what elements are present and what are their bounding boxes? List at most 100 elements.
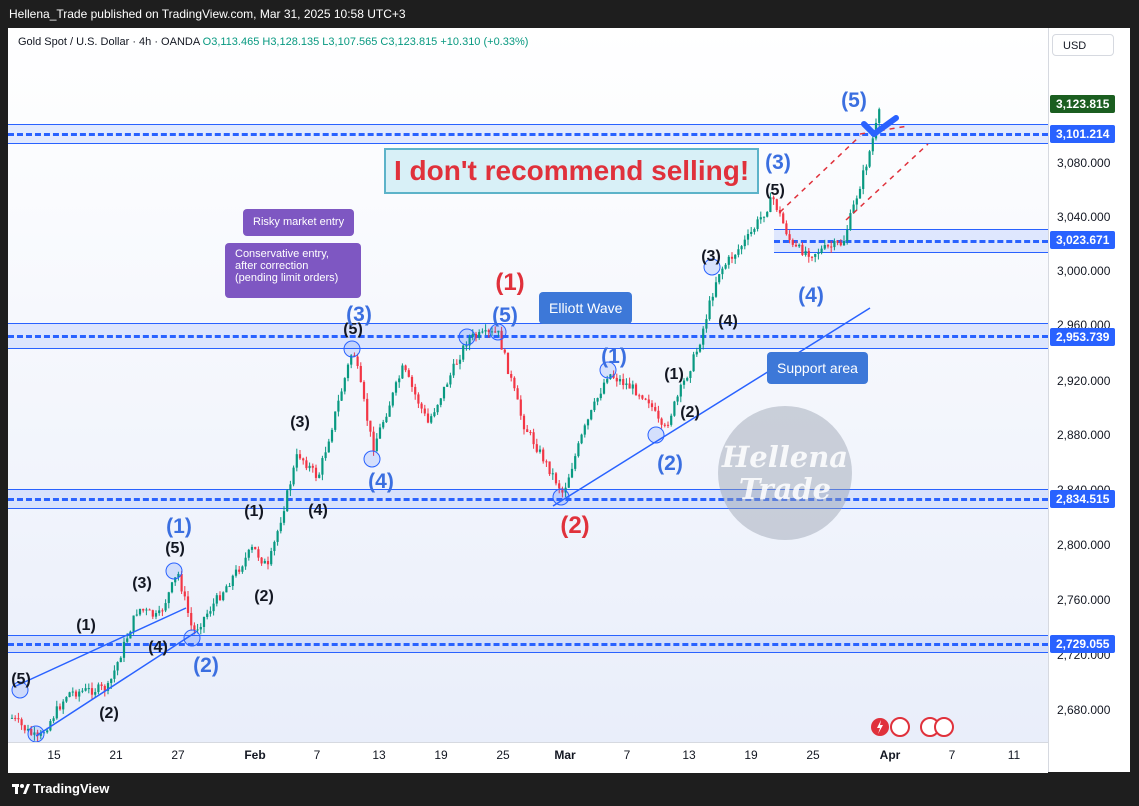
candle-body [682,380,686,385]
conservative-entry-note[interactable]: Conservative entry, after correction (pe… [225,243,361,298]
candle-body [695,351,698,355]
candle-body [596,398,599,402]
candle-body [679,384,682,397]
wave-label: (2) [193,654,219,677]
time-tick: 7 [313,748,321,762]
chart-plot-area[interactable]: (5) (1) (2) (3) (4) (5) (1) (2) (3) (4) … [8,28,1048,742]
ohlc-values: O3,113.465 H3,128.135 L3,107.565 C3,123.… [202,36,529,48]
candle-body [673,401,676,416]
wave-label: (2) [560,512,590,539]
candle-body [842,241,846,246]
candle-body [439,398,442,405]
wave-label: (3) [290,414,310,431]
candle-body [436,404,439,413]
candle-body [666,424,670,426]
candle-body [353,355,356,357]
watermark-text-top: Hellena [721,440,849,474]
candle-body [116,662,119,671]
time-tick: 19 [744,748,758,762]
candle-body [458,359,462,364]
candle-body [270,551,273,565]
candle-body [846,230,849,242]
candle-body [836,240,839,243]
time-axis[interactable] [8,742,1048,773]
candle-body [254,546,257,550]
wave-label: (5) [841,89,867,112]
candle-body [426,413,430,423]
candle-body [388,405,391,417]
candle-body [126,638,129,642]
candle-body [295,454,298,468]
candle-body [158,610,161,614]
candle-body [324,452,327,459]
candle-body [730,256,734,259]
wave-label: (1) [495,269,525,296]
time-tick: 7 [623,748,631,762]
candle-body [570,468,574,478]
candle-body [247,549,250,558]
candle-body [113,670,116,679]
elliott-wave-note[interactable]: Elliott Wave [539,292,633,324]
candle-body [602,382,606,394]
candle-body [308,465,311,469]
candle-body [503,349,506,353]
tradingview-brand[interactable]: TradingView [33,781,110,796]
candle-body [740,246,743,250]
candle-body [78,691,81,697]
candle-body [292,467,295,485]
candle-body [481,331,484,333]
candle-body [452,363,455,376]
candle-body [471,333,474,337]
us-flag-icon [890,717,910,737]
candle-body [234,569,238,576]
candle-body [186,596,190,613]
candle-body [340,391,343,401]
candle-body [718,274,721,283]
candle-body [833,240,836,248]
candle-body [705,319,708,329]
candle-body [404,365,407,371]
candle-body [814,254,817,257]
candle-body [737,249,740,255]
candle-body [577,443,580,457]
tradingview-logo-icon [12,784,30,794]
candle-body [794,244,798,247]
candle-body [599,393,602,399]
candle-body [561,488,564,493]
risky-entry-note[interactable]: Risky market entry [243,209,355,236]
candle-body [609,374,612,380]
candle-body [273,541,276,552]
candle-body [286,490,289,512]
candle-body [618,379,622,382]
candle-body [142,608,145,611]
currency-button[interactable]: USD [1052,34,1114,56]
candle-body [522,415,526,430]
candle-body [167,592,170,604]
candle-body [826,245,830,247]
candle-body [686,377,689,381]
symbol-name[interactable]: Gold Spot / U.S. Dollar · 4h · OANDA [18,36,200,48]
candle-body [314,467,318,478]
candle-body [753,228,756,232]
wave-label: (4) [718,313,738,330]
candle-body [84,688,87,691]
candle-body [382,422,385,428]
support-area-note[interactable]: Support area [767,352,868,384]
candle-body [343,378,346,392]
price-tick: 2,920.000 [1057,374,1111,388]
candle-body [487,330,490,333]
candle-body [535,444,538,452]
candle-body [490,331,494,333]
candle-body [551,473,554,475]
time-tick: 11 [1007,748,1021,762]
candle-body [529,432,532,434]
time-tick: 25 [496,748,510,762]
candle-body [129,631,132,639]
candle-body [583,425,586,435]
candle-body [769,197,772,213]
wave-label: (4) [368,470,394,493]
candle-body [420,403,423,409]
candle-body [106,683,110,691]
candle-body [791,239,794,245]
candle-body [366,398,369,421]
